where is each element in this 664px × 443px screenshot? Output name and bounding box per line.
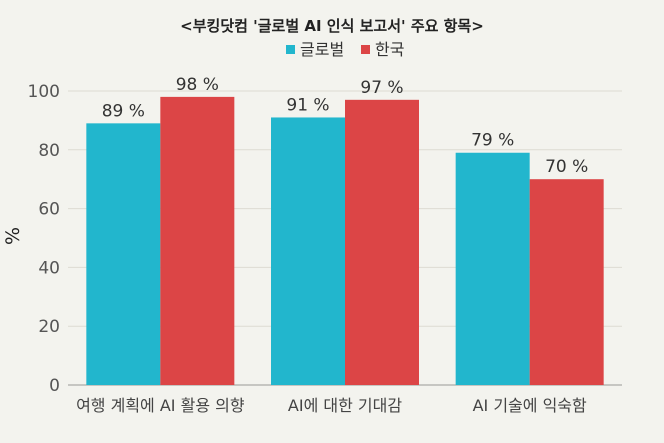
y-tick-label: 40 [38,258,60,278]
y-axis-ticks: 0 20 40 60 80 100 [28,82,60,396]
x-category-label: AI 기술에 익숙함 [473,396,587,415]
y-axis-label: % [2,227,24,245]
bar-global [455,152,530,385]
y-tick-label: 20 [38,317,60,337]
data-label: 70 % [545,157,588,177]
y-tick-label: 0 [49,376,60,396]
bar-global [86,123,161,385]
chart-title: <부킹닷컴 '글로벌 AI 인식 보고서' 주요 항목> [180,17,484,35]
x-category-label: AI에 대한 기대감 [288,396,402,415]
y-tick-label: 100 [28,82,60,102]
legend-swatch-korea [361,45,370,54]
bar-korea [529,179,604,385]
data-label: 97 % [360,78,403,98]
bar-korea [160,96,235,385]
y-tick-label: 60 [38,200,60,220]
legend-swatch-global [286,45,295,54]
bars [86,96,604,386]
legend: 글로벌 한국 [286,40,404,59]
legend-label-global: 글로벌 [300,40,344,59]
x-category-label: 여행 계획에 AI 활용 의향 [76,396,245,415]
data-label: 98 % [176,75,219,95]
bar-global [271,117,345,386]
legend-label-korea: 한국 [375,40,404,59]
bar-korea [345,99,419,385]
data-labels: 89 % 98 % 91 % 97 % 79 % 70 % [102,75,589,177]
data-label: 91 % [286,95,329,115]
y-tick-label: 80 [38,141,60,161]
x-axis-categories: 여행 계획에 AI 활용 의향 AI에 대한 기대감 AI 기술에 익숙함 [76,396,587,415]
data-label: 79 % [471,131,514,151]
data-label: 89 % [102,101,145,121]
